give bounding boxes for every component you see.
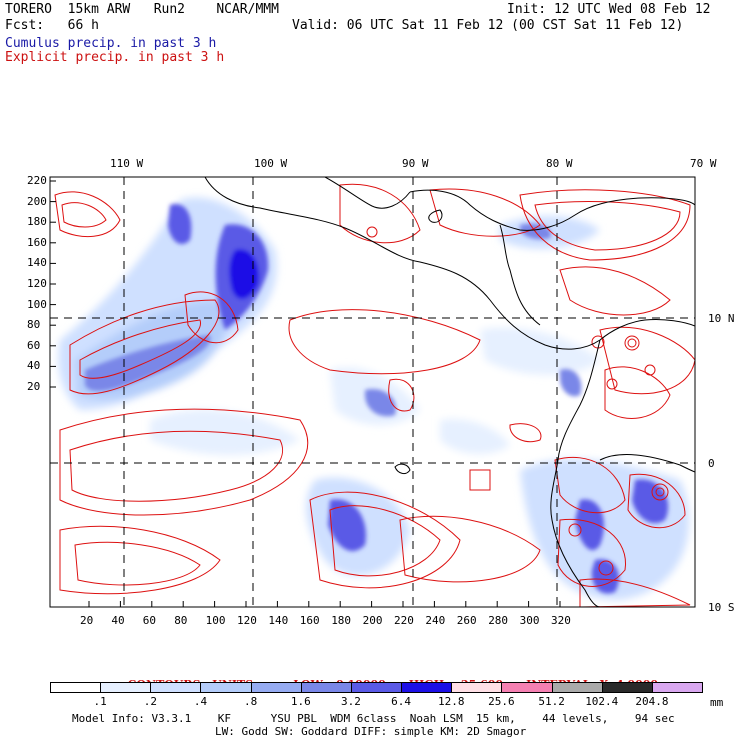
x-tick-label: 120: [237, 614, 257, 627]
x-tick-label: 140: [268, 614, 289, 627]
y-tick-label: 60: [27, 338, 41, 352]
colorbar-swatch: [250, 682, 302, 693]
init-time: Init: 12 UTC Wed 08 Feb 12: [507, 2, 711, 17]
colorbar-label: 102.4: [585, 695, 619, 708]
colorbar-label: 204.8: [635, 695, 669, 708]
colorbar-unit: mm: [710, 696, 724, 709]
y-tick-label: 160: [27, 235, 47, 249]
colorbar-swatch: [601, 682, 653, 693]
model-info: Model Info: V3.3.1 KF YSU PBL WDM 6class…: [72, 712, 675, 725]
x-tick-label: 240: [425, 614, 446, 627]
y-tick-label: 120: [27, 277, 47, 290]
x-tick-label: 160: [299, 614, 320, 627]
colorbar-swatch: [401, 682, 453, 693]
lat-label-10s: 10 S: [708, 601, 735, 614]
colorbar-swatch: [350, 682, 403, 693]
colorbar-label: 1.6: [290, 695, 311, 708]
y-tick-label: 80: [27, 318, 41, 332]
x-tick-label: 260: [456, 614, 477, 627]
y-tick-label: 100: [27, 297, 47, 311]
map-frame: [49, 176, 696, 608]
lon-label-90w: 90 W: [402, 157, 429, 170]
colorbar-swatch: [150, 682, 202, 693]
colorbar-label: 25.6: [488, 695, 515, 708]
x-tick-label: 200: [362, 614, 383, 627]
y-tick-label: 200: [27, 194, 47, 208]
colorbar-swatch: [300, 682, 352, 693]
colorbar-label: .4: [193, 695, 208, 708]
lat-label-0: 0: [708, 457, 715, 470]
y-tick-label: 220: [27, 174, 47, 187]
lon-label-70w: 70 W: [690, 157, 717, 170]
explicit-label: Explicit precip. in past 3 h: [5, 50, 225, 65]
x-tick-label: 320: [551, 614, 571, 627]
model-title: TORERO 15km ARW Run2 NCAR/MMM: [5, 2, 279, 17]
x-tick-label: 100: [205, 614, 226, 627]
x-tick-label: 300: [519, 614, 540, 627]
y-axis-ticks: [50, 180, 56, 388]
colorbar-swatch: [551, 682, 603, 693]
colorbar-swatch: [50, 682, 102, 693]
y-tick-label: 180: [27, 215, 47, 229]
lon-label-110w: 110 W: [110, 157, 144, 170]
x-tick-label: 180: [331, 614, 352, 627]
lon-label-80w: 80 W: [546, 157, 573, 170]
x-tick-label: 20: [80, 614, 94, 627]
colorbar-label: 6.4: [391, 695, 412, 708]
colorbar-label: .1: [93, 695, 107, 708]
x-axis-ticks: [88, 601, 561, 607]
x-tick-label: 220: [394, 614, 414, 627]
colorbar-swatch: [451, 682, 503, 693]
colorbar-swatch: [651, 682, 703, 693]
lat-lon-grid: [50, 177, 695, 607]
colorbar-swatch: [501, 682, 553, 693]
y-tick-label: 20: [27, 380, 41, 393]
y-tick-label: 140: [27, 256, 47, 270]
explicit-precip-contours: [54, 183, 695, 607]
colorbar-swatch: [200, 682, 252, 693]
colorbar-label: .2: [143, 695, 157, 708]
forecast-hour: Fcst: 66 h: [5, 18, 99, 33]
colorbar-label: 51.2: [538, 695, 565, 708]
x-tick-label: 280: [488, 614, 509, 627]
cumulus-label: Cumulus precip. in past 3 h: [5, 36, 217, 51]
lon-label-100w: 100 W: [254, 157, 288, 170]
colorbar-label: 12.8: [438, 695, 465, 708]
colorbar-swatch: [100, 682, 152, 693]
lat-label-10n: 10 N: [708, 312, 735, 325]
colorbar-label: 3.2: [341, 695, 361, 708]
colorbar-label: .8: [244, 695, 258, 708]
x-tick-label: 40: [111, 614, 125, 627]
x-tick-label: 80: [174, 614, 188, 627]
map-field: [54, 177, 695, 607]
x-tick-label: 60: [142, 614, 157, 627]
y-tick-label: 40: [27, 359, 41, 373]
valid-time: Valid: 06 UTC Sat 11 Feb 12 (00 CST Sat …: [292, 18, 684, 33]
physics-info: LW: Godd SW: Goddard DIFF: simple KM: 2D…: [215, 725, 527, 738]
coastlines: [204, 177, 695, 607]
